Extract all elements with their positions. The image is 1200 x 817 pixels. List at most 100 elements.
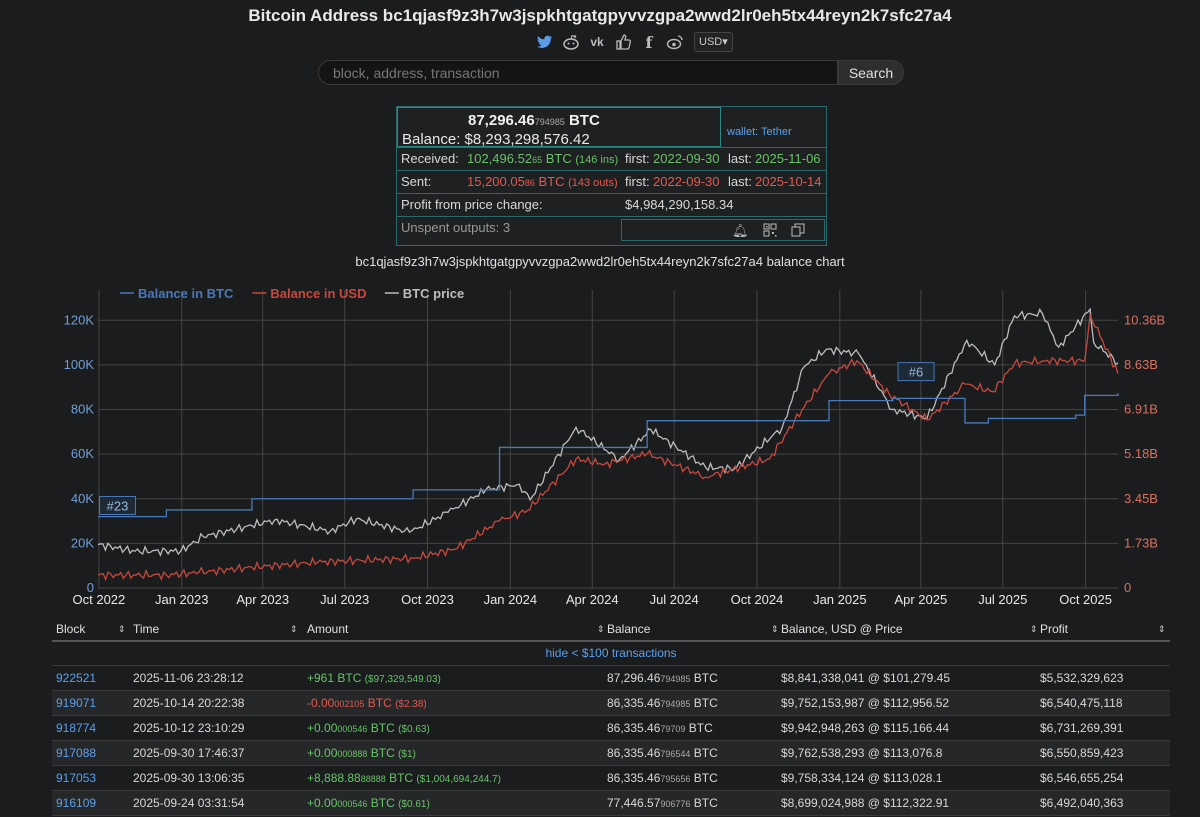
sent-amount: 15,200.0586 BTC (143 outs) [467, 171, 618, 194]
amount-main: -0.00 [307, 696, 335, 710]
currency-select[interactable]: USD▾ [694, 32, 733, 52]
received-first-label: first: [625, 151, 650, 166]
balance-unit: BTC [690, 696, 718, 710]
block-link[interactable]: 918774 [56, 721, 97, 735]
y-right-tick-label: 0 [1124, 580, 1131, 595]
amount-main: +0.00 [307, 796, 338, 810]
balance-usd-value: $8,293,298,576.42 [464, 131, 590, 148]
received-amount: 102,496.5265 BTC (146 ins) [467, 148, 618, 171]
balance-unit: BTC [690, 671, 718, 685]
block-link[interactable]: 922521 [56, 671, 97, 685]
balance-unit: BTC [685, 721, 713, 735]
wallet-link[interactable]: wallet: Tether [727, 126, 792, 138]
balance-unit: BTC [690, 771, 718, 785]
copy-icon[interactable] [790, 223, 806, 239]
y-left-tick-label: 0 [87, 580, 94, 595]
y-right-tick-label: 10.36B [1124, 312, 1165, 327]
address-actions: 🔔︎ [621, 219, 825, 241]
row-balance: 86,335.46796544 BTC [607, 741, 718, 766]
balance-usd-price: $9,752,153,987 @ $112,956.52 [781, 696, 950, 710]
block-link[interactable]: 917053 [56, 771, 97, 785]
profit-label: Profit from price change: [401, 197, 543, 212]
hide-small-transactions-link[interactable]: hide < $100 transactions [545, 646, 677, 660]
amount-usd: ($1,004,694,244.7) [416, 774, 501, 785]
x-tick-label: Jul 2023 [320, 592, 369, 607]
amount-unit: BTC [367, 721, 399, 735]
like-icon[interactable] [612, 32, 634, 52]
tx-amount: +0.00000888 BTC ($1) [307, 741, 416, 767]
column-header-balance[interactable]: Balance [607, 622, 651, 636]
sort-icon[interactable]: ⇕ [1030, 624, 1038, 634]
balance-btc-unit: BTC [568, 112, 600, 129]
profit-value: $4,984,290,158.34 [625, 197, 734, 212]
balance-usd-price: $9,942,948,263 @ $115,166.44 [781, 721, 950, 735]
search-button[interactable]: Search [838, 60, 904, 85]
row-balance: 86,335.46794985 BTC [607, 691, 718, 716]
sent-last-label: last: [728, 174, 752, 189]
search-input[interactable] [318, 60, 838, 85]
sent-unit: BTC [538, 174, 565, 189]
amount-unit: BTC [367, 746, 399, 760]
balance-sub: 794985 [660, 699, 691, 709]
x-tick-label: Apr 2024 [566, 592, 619, 607]
chevron-down-icon: ▾ [722, 36, 728, 48]
row-profit: $6,540,475,118 [1040, 696, 1123, 710]
series-line-balance-in-btc [98, 393, 1119, 518]
block-link[interactable]: 917088 [56, 746, 97, 760]
balance-main: 86,335.46 [607, 696, 661, 710]
qr-code-icon[interactable] [762, 223, 778, 239]
bell-icon[interactable]: 🔔︎ [732, 223, 749, 238]
sort-icon[interactable]: ⇕ [771, 624, 779, 634]
amount-unit: BTC [334, 671, 365, 685]
weibo-icon[interactable] [664, 32, 686, 52]
reddit-icon[interactable] [560, 32, 582, 52]
received-unit: BTC [545, 151, 572, 166]
sent-last: 2025-10-14 [755, 174, 822, 189]
legend-balance-btc: Balance in BTC [138, 286, 234, 301]
y-left-tick-label: 120K [64, 312, 95, 327]
table-row: 922521 2025-11-06 23:28:12 +961 BTC ($97,3… [52, 666, 1170, 691]
sent-label: Sent: [401, 174, 432, 189]
sent-row: Sent: 15,200.0586 BTC (143 outs) first: … [397, 170, 826, 193]
amount-sub: 000888 [337, 749, 368, 759]
block-link[interactable]: 919071 [56, 696, 97, 710]
x-tick-label: Jan 2023 [155, 592, 209, 607]
tx-amount: -0.00002105 BTC ($2.38) [307, 691, 427, 717]
vk-icon[interactable]: vk [590, 35, 604, 49]
column-header-block[interactable]: Block [56, 622, 86, 636]
facebook-icon[interactable]: f [645, 32, 653, 52]
sort-icon[interactable]: ⇕ [597, 624, 605, 634]
received-last: 2025-11-06 [755, 151, 821, 166]
amount-usd: ($0.61) [398, 799, 430, 810]
tx-time: 2025-11-06 23:28:12 [133, 671, 244, 685]
row-profit: $6,546,655,254 [1040, 771, 1124, 785]
table-row: 918774 2025-10-12 23:10:29 +0.00000546 BTC… [52, 716, 1170, 741]
column-header-profit[interactable]: Profit [1040, 622, 1069, 636]
amount-sub: 000546 [337, 724, 368, 734]
balance-sub: 906776 [660, 799, 691, 809]
series-line-balance-in-usd [97, 314, 1119, 582]
series-line-btc-price [97, 307, 1119, 557]
sort-icon[interactable]: ⇕ [290, 624, 298, 634]
sort-icon[interactable]: ⇕ [118, 624, 126, 634]
received-sub: 65 [532, 155, 543, 165]
chart-title: bc1qjasf9z3h7w3jspkhtgatgpyvvzgpa2wwd2lr… [355, 254, 845, 269]
column-header-time[interactable]: Time [133, 622, 160, 636]
balance-box: 87,296.46794985 BTC Balance: $8,293,298,… [397, 107, 721, 148]
block-link[interactable]: 916109 [56, 796, 97, 810]
twitter-icon[interactable] [534, 32, 556, 52]
sort-icon[interactable]: ⇕ [1158, 624, 1166, 634]
x-tick-label: Oct 2024 [731, 592, 784, 607]
y-right-tick-label: 6.91B [1124, 402, 1158, 417]
tx-amount: +0.00000546 BTC ($0.63) [307, 716, 430, 742]
balance-main: 87,296.46 [607, 671, 661, 685]
column-header-balance-usd-price[interactable]: Balance, USD @ Price [781, 622, 903, 636]
y-left-tick-label: 100K [64, 357, 95, 372]
balance-row: 87,296.46794985 BTC Balance: $8,293,298,… [397, 107, 826, 148]
y-left-tick-label: 20K [71, 535, 94, 550]
y-left-tick-label: 40K [71, 491, 94, 506]
column-header-amount[interactable]: Amount [307, 622, 349, 636]
balance-btc: 87,296.46794985 BTC [468, 110, 600, 133]
amount-unit: BTC [385, 771, 417, 785]
x-tick-label: Jul 2024 [650, 592, 699, 607]
